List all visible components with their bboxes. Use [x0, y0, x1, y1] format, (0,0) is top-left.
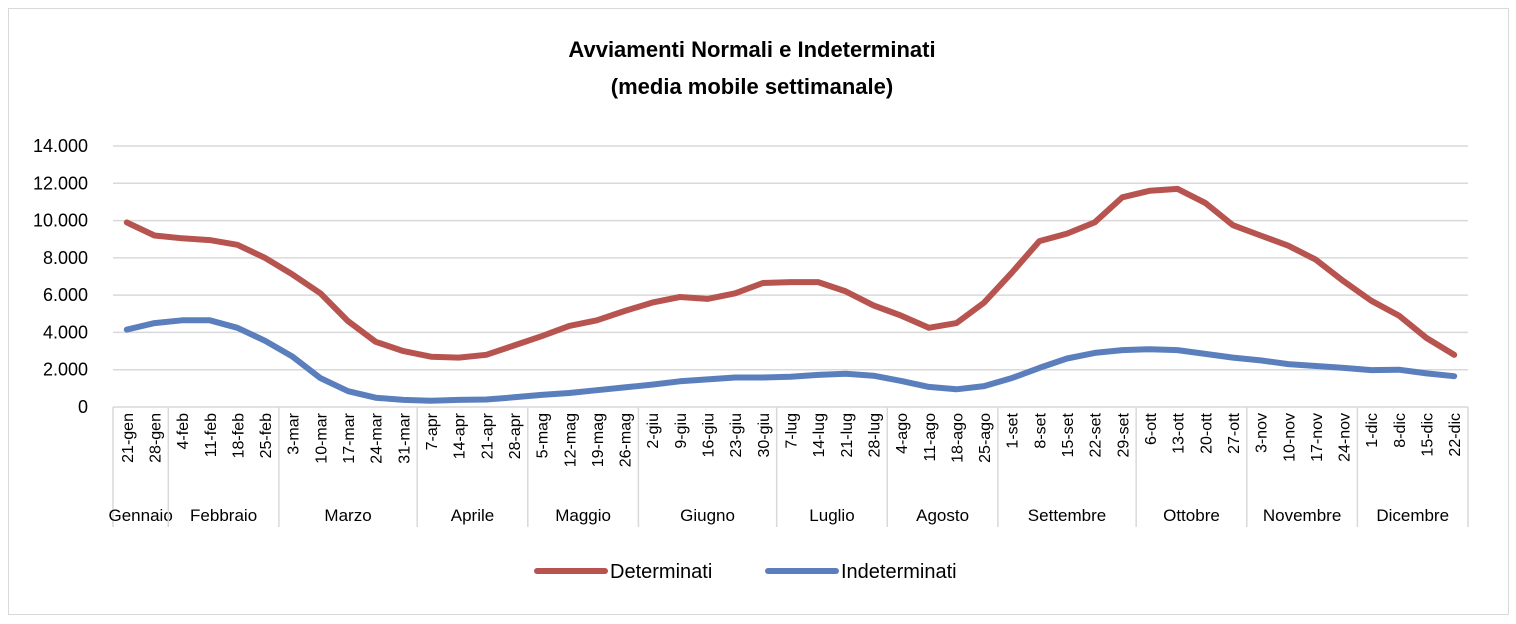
x-tick-label: 4-ago	[894, 413, 911, 454]
x-tick-label: 6-ott	[1143, 412, 1160, 445]
month-label: Ottobre	[1163, 506, 1220, 525]
y-tick-label: 10.000	[33, 211, 88, 231]
x-tick-label: 28-apr	[507, 412, 524, 459]
month-label: Agosto	[916, 506, 969, 525]
x-tick-label: 1-dic	[1364, 413, 1381, 448]
y-tick-label: 8.000	[43, 248, 88, 268]
y-tick-label: 2.000	[43, 360, 88, 380]
x-tick-label: 29-set	[1115, 412, 1132, 457]
month-label: Giugno	[680, 506, 735, 525]
x-tick-label: 24-mar	[369, 412, 386, 463]
x-tick-label: 8-set	[1032, 412, 1049, 448]
x-tick-label: 19-mag	[590, 413, 607, 467]
month-label: Aprile	[451, 506, 494, 525]
x-tick-label: 25-ago	[977, 413, 994, 463]
x-tick-label: 26-mag	[618, 413, 635, 467]
x-tick-label: 1-set	[1005, 412, 1022, 448]
x-tick-label: 18-ago	[949, 413, 966, 463]
legend-label: Determinati	[610, 561, 712, 583]
month-label: Marzo	[324, 506, 371, 525]
month-label: Novembre	[1263, 506, 1341, 525]
x-tick-label: 7-lug	[784, 413, 801, 449]
x-tick-label: 23-giu	[728, 413, 745, 457]
x-tick-label: 11-feb	[203, 413, 220, 457]
x-tick-label: 11-ago	[922, 413, 939, 462]
y-tick-label: 14.000	[33, 136, 88, 156]
y-tick-label: 6.000	[43, 285, 88, 305]
x-tick-label: 14-apr	[452, 412, 469, 459]
x-tick-label: 21-gen	[120, 413, 137, 463]
x-tick-label: 10-mar	[313, 412, 330, 463]
x-tick-label: 22-set	[1088, 412, 1105, 457]
legend-item-indeterminati: Indeterminati	[765, 561, 957, 583]
x-tick-label: 5-mag	[535, 413, 552, 458]
x-tick-label: 3-mar	[286, 412, 303, 454]
x-tick-label: 30-giu	[756, 413, 773, 457]
legend-item-determinati: Determinati	[534, 561, 712, 583]
x-tick-label: 14-lug	[811, 413, 828, 457]
x-tick-label: 31-mar	[396, 412, 413, 463]
x-tick-label: 28-lug	[866, 413, 883, 457]
x-tick-label: 21-apr	[479, 412, 496, 459]
x-tick-label: 17-nov	[1309, 413, 1326, 462]
x-tick-label: 17-mar	[341, 412, 358, 463]
x-tick-label: 21-lug	[839, 413, 856, 457]
x-tick-label: 25-feb	[258, 413, 275, 458]
x-tick-label: 27-ott	[1226, 412, 1243, 453]
x-tick-label: 7-apr	[424, 412, 441, 450]
x-tick-label: 3-nov	[1254, 413, 1271, 453]
series-line-indeterminati	[123, 317, 1458, 404]
month-label: Maggio	[555, 506, 611, 525]
x-tick-label: 9-giu	[673, 413, 690, 449]
month-label: Dicembre	[1376, 506, 1449, 525]
x-tick-label: 18-feb	[230, 413, 247, 458]
x-tick-label: 24-nov	[1337, 413, 1354, 462]
month-label: Settembre	[1028, 506, 1106, 525]
chart-title-line-1: Avviamenti Normali e Indeterminati	[568, 37, 935, 62]
x-tick-label: 16-giu	[701, 413, 718, 457]
x-tick-label: 22-dic	[1447, 413, 1464, 457]
x-tick-label: 13-ott	[1171, 412, 1188, 453]
x-tick-label: 2-giu	[645, 413, 662, 449]
chart-title-line-2: (media mobile settimanale)	[611, 74, 893, 99]
x-tick-label: 20-ott	[1198, 412, 1215, 453]
y-tick-label: 0	[78, 397, 88, 417]
legend-label: Indeterminati	[841, 561, 957, 583]
month-label: Gennaio	[109, 506, 173, 525]
month-label: Luglio	[809, 506, 854, 525]
x-tick-label: 4-feb	[175, 413, 192, 450]
chart-frame	[8, 8, 1509, 615]
x-tick-label: 28-gen	[147, 413, 164, 463]
x-tick-label: 15-set	[1060, 412, 1077, 457]
month-label: Febbraio	[190, 506, 257, 525]
series-line-determinati	[123, 185, 1458, 361]
x-tick-label: 10-nov	[1281, 413, 1298, 462]
y-tick-label: 12.000	[33, 173, 88, 193]
x-tick-label: 15-dic	[1420, 413, 1437, 457]
y-tick-label: 4.000	[43, 322, 88, 342]
x-tick-label: 8-dic	[1392, 413, 1409, 448]
x-tick-label: 12-mag	[562, 413, 579, 467]
